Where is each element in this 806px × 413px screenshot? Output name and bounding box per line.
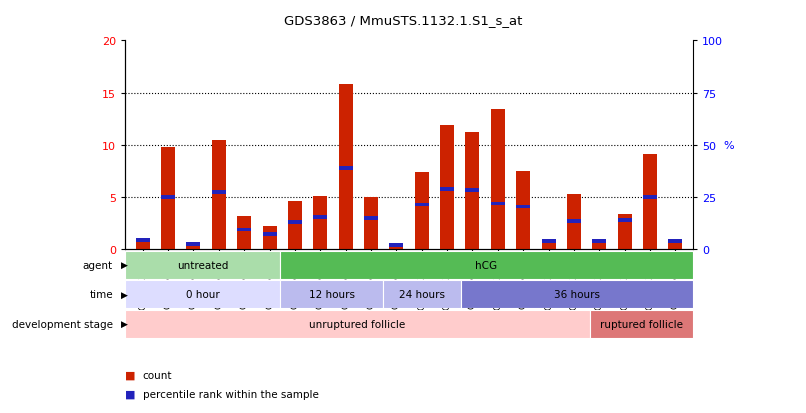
Bar xyxy=(339,167,352,170)
Bar xyxy=(212,140,226,250)
Bar xyxy=(339,85,352,250)
Bar xyxy=(617,214,632,250)
Text: unruptured follicle: unruptured follicle xyxy=(310,319,405,329)
Bar xyxy=(415,203,429,207)
Bar xyxy=(643,155,657,250)
Text: untreated: untreated xyxy=(177,260,228,270)
Bar xyxy=(288,221,302,225)
Text: hCG: hCG xyxy=(476,260,497,270)
Text: GDS3863 / MmuSTS.1132.1.S1_s_at: GDS3863 / MmuSTS.1132.1.S1_s_at xyxy=(284,14,522,27)
Text: 0 hour: 0 hour xyxy=(185,290,219,299)
Text: ■: ■ xyxy=(125,370,135,380)
Bar xyxy=(389,244,403,247)
Bar xyxy=(135,240,150,250)
Text: 36 hours: 36 hours xyxy=(554,290,600,299)
Bar xyxy=(314,216,327,219)
Bar xyxy=(237,216,251,250)
Bar xyxy=(567,220,581,223)
Bar xyxy=(212,191,226,195)
Bar xyxy=(186,243,201,247)
Text: ▶: ▶ xyxy=(121,290,128,299)
Text: 24 hours: 24 hours xyxy=(399,290,445,299)
Bar xyxy=(542,240,555,250)
Bar xyxy=(135,239,150,242)
Bar xyxy=(125,251,280,279)
Text: count: count xyxy=(143,370,172,380)
Bar xyxy=(466,189,480,192)
Bar xyxy=(542,240,555,243)
Text: ■: ■ xyxy=(125,389,135,399)
Text: 12 hours: 12 hours xyxy=(309,290,355,299)
Bar xyxy=(461,280,693,309)
Bar xyxy=(592,242,606,250)
Bar xyxy=(383,280,461,309)
Bar xyxy=(590,310,693,338)
Bar xyxy=(668,240,683,250)
Bar xyxy=(364,198,378,250)
Bar xyxy=(263,233,276,236)
Text: development stage: development stage xyxy=(12,319,113,329)
Text: time: time xyxy=(89,290,113,299)
Bar xyxy=(314,197,327,250)
Bar xyxy=(125,310,590,338)
Text: ruptured follicle: ruptured follicle xyxy=(600,319,683,329)
Bar xyxy=(491,202,505,206)
Bar xyxy=(617,219,632,223)
Bar xyxy=(280,251,693,279)
Text: ▶: ▶ xyxy=(121,319,128,328)
Bar xyxy=(237,228,251,232)
Bar xyxy=(161,196,175,199)
Bar xyxy=(364,217,378,221)
Bar xyxy=(389,246,403,250)
Bar xyxy=(592,240,606,243)
Bar xyxy=(440,188,454,191)
Bar xyxy=(668,240,683,243)
Bar xyxy=(280,280,383,309)
Bar xyxy=(643,196,657,199)
Bar xyxy=(466,133,480,250)
Text: ▶: ▶ xyxy=(121,261,128,270)
Bar xyxy=(263,227,276,250)
Bar xyxy=(415,173,429,250)
Bar xyxy=(288,202,302,250)
Text: agent: agent xyxy=(83,260,113,270)
Bar xyxy=(186,247,201,250)
Bar xyxy=(516,172,530,250)
Y-axis label: %: % xyxy=(724,140,734,151)
Text: percentile rank within the sample: percentile rank within the sample xyxy=(143,389,318,399)
Bar xyxy=(125,280,280,309)
Bar xyxy=(567,195,581,250)
Bar xyxy=(440,126,454,250)
Bar xyxy=(516,205,530,209)
Bar xyxy=(491,110,505,250)
Bar xyxy=(161,148,175,250)
